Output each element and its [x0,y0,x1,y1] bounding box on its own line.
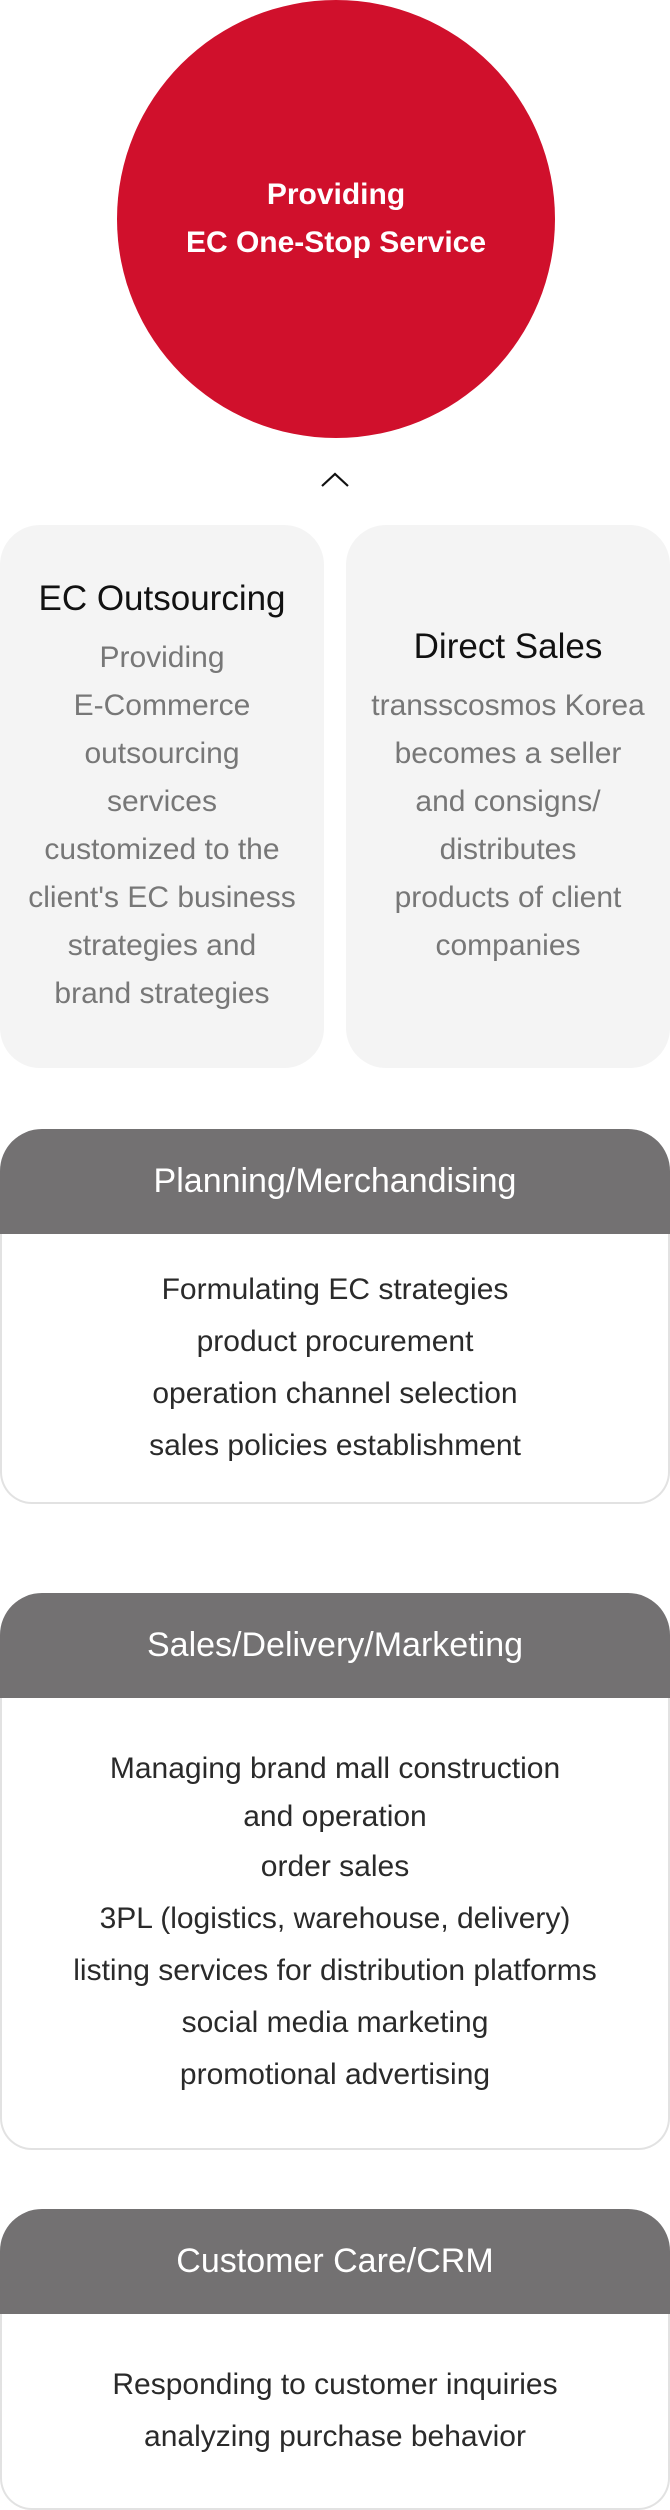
card-desc-line: products of client [394,880,622,914]
section-line: Responding to customer inquiries [112,2368,558,2401]
section-planning-merchandising: Planning/Merchandising Formulating EC st… [0,1129,670,1504]
card-desc-line: brand strategies [54,976,270,1010]
hero-circle: Providing EC One-Stop Service [117,0,555,438]
section-line: product procurement [196,1325,474,1358]
card-desc-line: E-Commerce [73,688,251,722]
card-desc-line: strategies and [67,928,257,962]
card-ec-outsourcing: EC Outsourcing Providing E-Commerce outs… [0,525,324,1068]
card-desc-line: companies [435,928,581,962]
card-desc-line: transscosmos Korea [371,688,645,722]
section-header: Planning/Merchandising [0,1129,670,1234]
chevron-up-icon [321,472,349,487]
card-description: transscosmos Korea becomes a seller and … [371,682,644,970]
card-desc-line: becomes a seller [394,736,622,770]
card-title: Direct Sales [413,626,603,666]
card-desc-line: services [106,784,217,818]
section-body: Formulating EC strategies product procur… [0,1234,670,1504]
section-header: Customer Care/CRM [0,2209,670,2314]
section-line: social media marketing [181,2006,489,2039]
section-line: Managing brand mall construction [109,1752,561,1785]
section-line: Formulating EC strategies [161,1273,509,1306]
section-line: 3PL (logistics, warehouse, delivery) [99,1902,571,1935]
section-sales-delivery-marketing: Sales/Delivery/Marketing Managing brand … [0,1593,670,2150]
card-direct-sales: Direct Sales transscosmos Korea becomes … [346,525,670,1068]
section-line: analyzing purchase behavior [144,2420,526,2453]
card-desc-line: outsourcing [84,736,240,770]
card-desc-line: Providing [99,640,225,674]
section-line: and operation [243,1800,427,1833]
card-desc-line: and consigns/ [415,784,601,818]
section-header: Sales/Delivery/Marketing [0,1593,670,1698]
section-body: Managing brand mall construction and ope… [0,1698,670,2150]
section-customer-care-crm: Customer Care/CRM Responding to customer… [0,2209,670,2510]
hero-title-line-2: EC One-Stop Service [185,226,487,259]
section-line: sales policies establishment [149,1429,521,1462]
section-line: operation channel selection [152,1377,518,1410]
card-desc-line: distributes [439,832,577,866]
card-desc-line: customized to the [44,832,280,866]
section-line: order sales [260,1850,410,1883]
card-desc-line: client's EC business [28,880,296,914]
section-line: promotional advertising [179,2058,491,2091]
section-body: Responding to customer inquiries analyzi… [0,2314,670,2510]
card-title: EC Outsourcing [38,578,286,618]
hero-title-line-1: Providing [266,178,406,211]
section-line: listing services for distribution platfo… [73,1954,597,1987]
card-description: Providing E-Commerce outsourcing service… [28,634,296,1018]
